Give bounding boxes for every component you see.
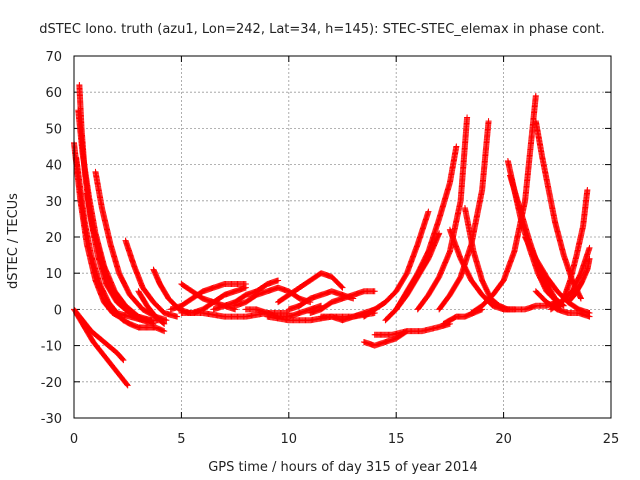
- y-tick-label: 60: [45, 86, 62, 101]
- x-tick-label: 5: [177, 432, 185, 447]
- x-tick-label: 20: [495, 432, 512, 447]
- data-point: [532, 92, 539, 99]
- data-point: [577, 295, 584, 302]
- data-point: [161, 320, 168, 327]
- data-point: [577, 294, 584, 301]
- series-44: [565, 255, 593, 306]
- data-point: [124, 382, 131, 389]
- series-26: [360, 208, 432, 320]
- data-point: [174, 313, 181, 320]
- series-5: [92, 168, 170, 324]
- data-point: [123, 381, 130, 388]
- data-point: [275, 277, 282, 284]
- series-24: [318, 306, 378, 324]
- data-point: [453, 143, 460, 150]
- data-point: [464, 114, 471, 121]
- series-7: [122, 237, 181, 320]
- data-point: [242, 284, 249, 291]
- x-tick-label: 25: [603, 432, 620, 447]
- x-tick-label: 0: [70, 432, 78, 447]
- y-tick-label: 40: [45, 159, 62, 174]
- chart-title: dSTEC Iono. truth (azu1, Lon=242, Lat=34…: [39, 22, 605, 37]
- data-point: [586, 244, 593, 251]
- y-tick-label: 30: [45, 195, 62, 210]
- x-axis-label: GPS time / hours of day 315 of year 2014: [208, 460, 478, 475]
- series-14: [167, 281, 249, 313]
- data-point: [338, 283, 345, 290]
- x-tick-label: 15: [388, 432, 405, 447]
- series-6: [83, 190, 163, 324]
- series-20: [275, 270, 346, 306]
- data-point: [120, 357, 127, 364]
- series-12: [113, 310, 168, 335]
- tick-labels: 0 5 10 15 20 25 -30 -20 -10 0 10 20 30 40 50 60 70: [41, 50, 620, 447]
- series-9: [135, 288, 168, 327]
- y-tick-label: -30: [41, 412, 62, 427]
- series-34: [461, 205, 511, 313]
- series-21: [285, 288, 357, 313]
- y-tick-label: -20: [41, 376, 62, 391]
- x-tick-label: 10: [281, 432, 298, 447]
- y-axis-label: dSTEC / TECUs: [6, 193, 21, 289]
- data-point: [425, 208, 432, 215]
- series-11: [73, 310, 131, 389]
- y-tick-label: 10: [45, 267, 62, 282]
- data-point: [119, 356, 126, 363]
- plot-frame: [73, 55, 612, 419]
- data-point: [339, 284, 346, 291]
- data-point: [586, 310, 593, 317]
- data-point: [584, 186, 591, 193]
- data-points: [71, 81, 593, 389]
- series-29: [393, 143, 460, 313]
- series-40: [554, 186, 591, 313]
- data-point: [160, 320, 167, 327]
- data-point: [161, 328, 168, 335]
- y-tick-label: 20: [45, 231, 62, 246]
- series-22: [307, 288, 378, 317]
- data-point: [163, 317, 170, 324]
- series-32: [436, 118, 492, 313]
- data-point: [485, 118, 492, 125]
- y-tick-label: -10: [41, 340, 62, 355]
- y-tick-label: 70: [45, 50, 62, 65]
- y-tick-label: 50: [45, 122, 62, 137]
- data-point: [371, 288, 378, 295]
- y-tick-label: 0: [54, 303, 62, 318]
- data-point: [586, 255, 593, 262]
